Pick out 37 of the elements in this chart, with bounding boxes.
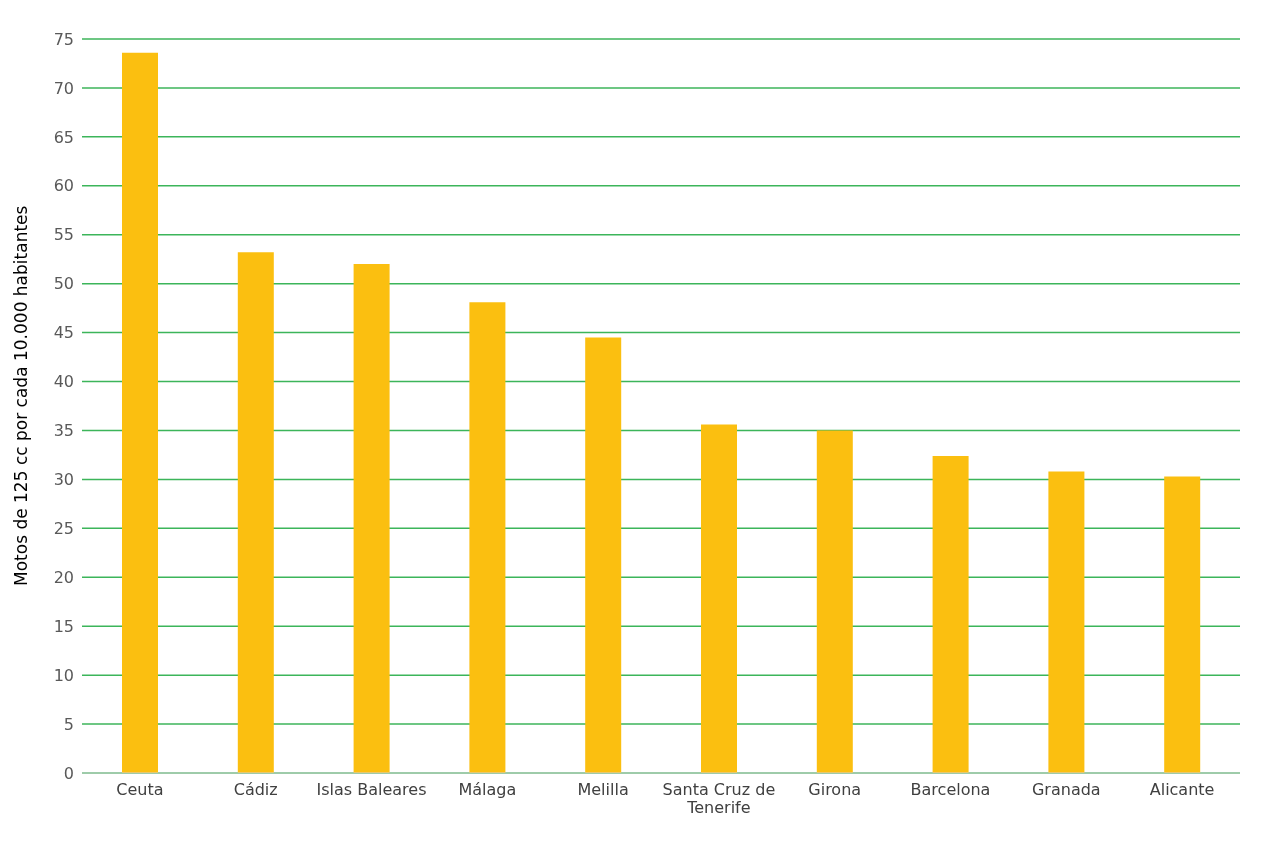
y-tick-label: 25 xyxy=(53,519,74,539)
bar xyxy=(701,424,737,773)
bar xyxy=(122,52,158,773)
y-tick-label: 50 xyxy=(53,274,74,294)
bar xyxy=(816,430,853,773)
y-tick-label: 15 xyxy=(53,616,74,636)
y-axis-title: Motos de 125 cc por cada 10.000 habitantes xyxy=(11,205,32,586)
y-tick-label: 10 xyxy=(53,665,74,685)
y-tick-label: 45 xyxy=(53,323,74,343)
y-tick-label: 40 xyxy=(53,372,74,392)
y-tick-label: 65 xyxy=(53,127,74,147)
bar xyxy=(932,455,969,773)
y-tick-label: 75 xyxy=(53,29,74,49)
bar xyxy=(353,264,390,773)
y-tick-label: 35 xyxy=(53,421,74,441)
x-tick-label: Girona xyxy=(808,780,862,799)
y-tick-label: 30 xyxy=(53,470,74,490)
y-tick-label: 55 xyxy=(53,225,74,245)
bar xyxy=(585,337,622,773)
x-tick-label: Santa Cruz de Tenerife xyxy=(662,780,776,817)
x-tick-label: Cádiz xyxy=(233,780,278,799)
x-tick-label: Melilla xyxy=(577,780,629,799)
x-tick-label: Islas Baleares xyxy=(316,780,427,799)
x-tick-label: Alicante xyxy=(1149,780,1215,799)
bar xyxy=(469,302,506,773)
x-tick-label: Granada xyxy=(1031,780,1101,799)
y-tick-label: 20 xyxy=(53,567,74,587)
y-tick-label: 0 xyxy=(63,763,74,783)
bar xyxy=(1164,476,1201,773)
y-tick-label: 70 xyxy=(53,78,74,98)
x-tick-label: Ceuta xyxy=(116,780,164,799)
bar xyxy=(237,252,274,773)
x-tick-label: Málaga xyxy=(458,780,517,799)
y-tick-label: 60 xyxy=(53,176,74,196)
y-tick-label: 5 xyxy=(63,714,74,734)
bar xyxy=(1048,471,1085,773)
x-tick-label: Barcelona xyxy=(910,780,991,799)
